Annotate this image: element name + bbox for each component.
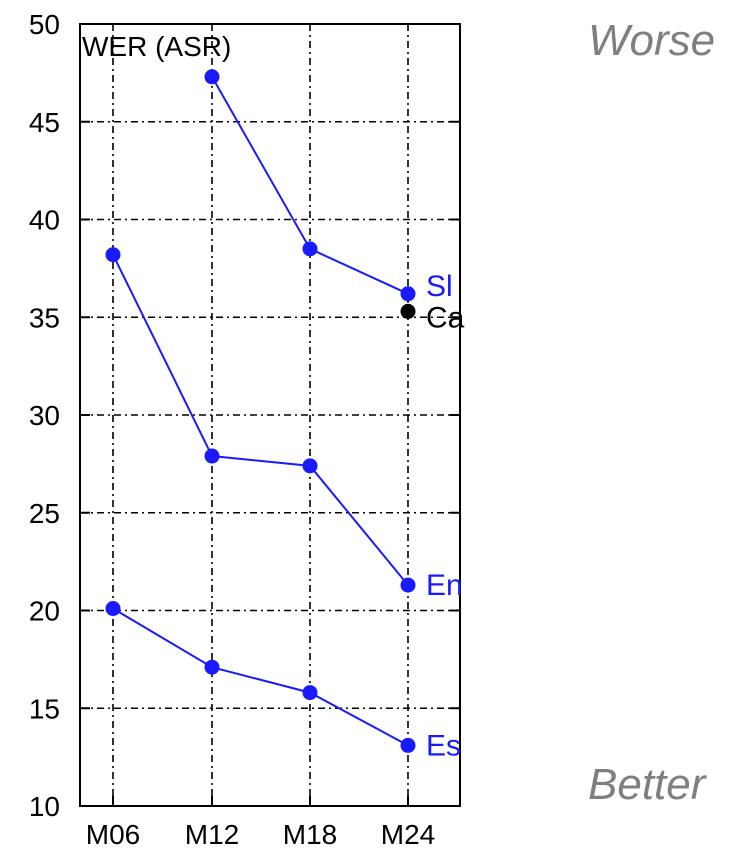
data-point-sl (204, 69, 220, 85)
y-tick-label: 15 (29, 693, 60, 724)
data-point-es (302, 685, 318, 701)
y-tick-label: 25 (29, 498, 60, 529)
x-tick-label: M18 (283, 819, 337, 850)
series-label-en: En (426, 569, 463, 602)
x-tick-label: M06 (86, 819, 140, 850)
x-tick-label: M12 (185, 819, 239, 850)
y-tick-label: 40 (29, 205, 60, 236)
series-line-es (112, 607, 409, 747)
data-point-es (204, 659, 220, 675)
series-label-es: Es (426, 729, 461, 762)
series-label-ca: Ca (426, 301, 465, 334)
y-tick-label: 50 (29, 9, 60, 40)
data-point-sl (302, 241, 318, 257)
series-line-en (112, 254, 409, 586)
y-tick-label: 30 (29, 400, 60, 431)
series-lines (105, 69, 416, 753)
data-point-en (204, 448, 220, 464)
better-annotation: Better (588, 760, 706, 809)
y-tick-label: 35 (29, 302, 60, 333)
data-point-en (302, 458, 318, 474)
worse-annotation: Worse (588, 16, 716, 65)
data-point-sl (400, 286, 416, 302)
data-point-es (400, 737, 416, 753)
chart-title: WER (ASR) (82, 31, 231, 62)
axes (79, 23, 461, 807)
plot-frame (79, 23, 461, 807)
y-tick-label: 45 (29, 107, 60, 138)
data-point-en (400, 577, 416, 593)
data-point-ca (400, 303, 416, 319)
data-point-en (105, 247, 121, 263)
y-tick-label: 10 (29, 791, 60, 822)
grid-lines (80, 24, 460, 806)
series-label-sl: Sl (426, 270, 453, 303)
data-point-es (105, 601, 121, 617)
x-tick-label: M24 (381, 819, 435, 850)
y-tick-label: 20 (29, 596, 60, 627)
